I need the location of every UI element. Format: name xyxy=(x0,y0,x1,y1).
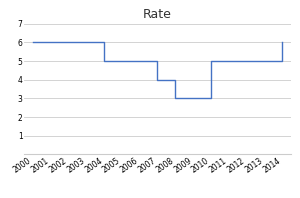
Title: Rate: Rate xyxy=(143,8,172,21)
